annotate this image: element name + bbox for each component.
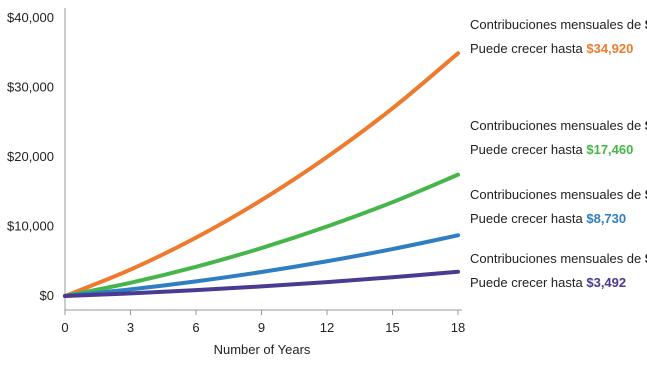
x-tick-label: 3 (127, 320, 134, 335)
legend-growth-label: Puede crecer hasta $34,920 (470, 41, 633, 56)
x-tick-label: 18 (451, 320, 465, 335)
y-tick-label: $10,000 (7, 219, 54, 234)
legend-contribution-label: Contribuciones mensuales de $25 (470, 187, 647, 202)
series-line-1 (63, 51, 460, 298)
y-tick-label: $20,000 (7, 149, 54, 164)
y-tick-label: $0 (40, 288, 54, 303)
legend-contribution-label: Contribuciones mensuales de $10 (470, 251, 647, 266)
legend: Contribuciones mensuales de $100 Puede cr… (470, 17, 647, 290)
legend-contribution-label: Contribuciones mensuales de $50 (470, 118, 647, 133)
x-tick-label: 12 (320, 320, 334, 335)
legend-growth-label: Puede crecer hasta $17,460 (470, 142, 633, 157)
series-line-4 (63, 269, 460, 298)
y-tick-label: $30,000 (7, 80, 54, 95)
x-tick-label: 9 (258, 320, 265, 335)
series-line-3 (63, 233, 460, 298)
series-group (63, 51, 460, 298)
y-tick-label: $40,000 (7, 10, 54, 25)
x-axis-title: Number of Years (214, 342, 311, 357)
legend-contribution-label: Contribuciones mensuales de $100 (470, 17, 647, 32)
legend-growth-label: Puede crecer hasta $3,492 (470, 275, 626, 290)
x-tick-label: 0 (61, 320, 68, 335)
x-tick-label: 15 (385, 320, 399, 335)
legend-growth-label: Puede crecer hasta $8,730 (470, 211, 626, 226)
x-tick-label: 6 (192, 320, 199, 335)
series-line-2 (63, 172, 460, 298)
axes: $0 $10,000 $20,000 $30,000 $40,000 0 3 6 9 12 15 18 (7, 8, 465, 335)
